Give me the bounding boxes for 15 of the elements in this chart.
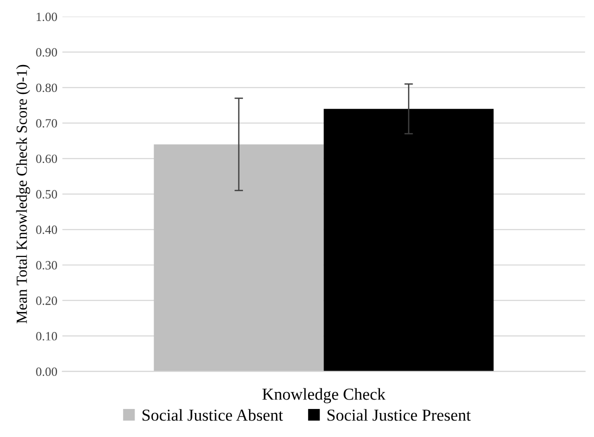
y-tick-label: 0.80: [36, 84, 58, 92]
legend-label: Social Justice Absent: [142, 409, 284, 421]
y-tick-label: 0.50: [36, 190, 58, 199]
y-tick-label: 0.00: [36, 367, 58, 376]
y-tick-label: 1.00: [36, 12, 58, 22]
y-tick-label: 0.70: [36, 119, 58, 128]
legend-label: Social Justice Present: [328, 409, 471, 421]
x-tick-label: Knowledge Check: [262, 388, 386, 404]
y-tick-label: 0.60: [36, 154, 58, 164]
y-tick-label: 0.30: [36, 261, 58, 270]
y-tick-label: 0.90: [36, 48, 58, 57]
y-axis-title: Mean Total Knowledge Check Score (0-1): [16, 64, 30, 324]
y-tick-label: 0.10: [36, 332, 58, 340]
y-tick-label: 0.20: [36, 296, 58, 305]
y-tick-label: 0.40: [36, 226, 58, 234]
